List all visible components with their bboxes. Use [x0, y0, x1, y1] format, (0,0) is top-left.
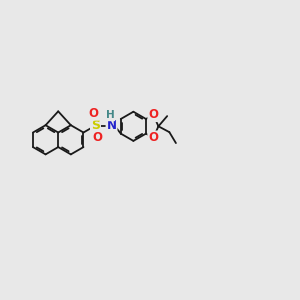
Text: N: N [106, 119, 116, 132]
Text: O: O [148, 131, 158, 145]
Text: S: S [91, 119, 100, 132]
Text: O: O [88, 107, 98, 120]
Text: O: O [148, 108, 158, 121]
Text: O: O [93, 131, 103, 145]
Text: H: H [106, 110, 114, 120]
